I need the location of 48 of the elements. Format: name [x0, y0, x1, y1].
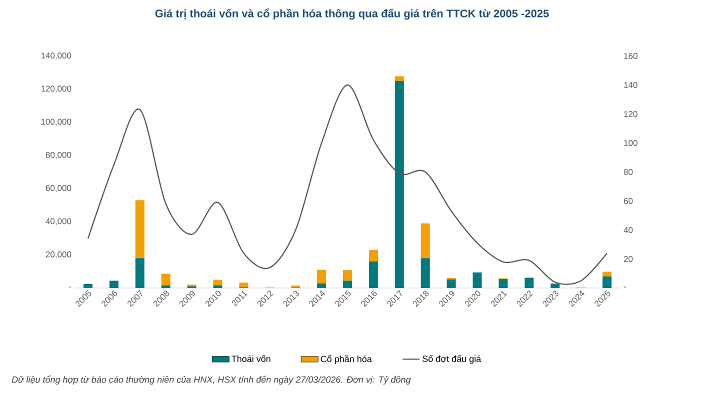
bar	[524, 278, 534, 288]
bar	[317, 270, 326, 284]
y2-tick-label: 140	[624, 82, 638, 88]
y-tick-label: 140,000	[41, 52, 72, 60]
bar	[213, 280, 222, 286]
bar	[343, 280, 352, 288]
chart-title: Giá trị thoái vốn và cổ phần hóa thông qua đấu giá trên TTCK từ 2005 -2025	[155, 8, 549, 20]
bar	[83, 284, 92, 288]
legend-label: Số đợt đấu giá	[422, 355, 482, 364]
bar	[446, 279, 456, 288]
bar	[239, 282, 248, 288]
y2-tick-label: 100	[624, 140, 638, 146]
bar	[394, 76, 404, 81]
y2-tick-label: 120	[624, 110, 638, 117]
y-tick-label: 20,000	[46, 251, 72, 258]
y2-tick-label: 40	[624, 226, 633, 233]
y2-tick-label: 80	[624, 168, 633, 175]
bar	[161, 274, 170, 286]
bar	[420, 258, 430, 288]
bar	[368, 250, 378, 262]
bar	[394, 80, 404, 288]
bar	[602, 276, 612, 288]
y2-tick-label: 160	[624, 52, 638, 59]
y2-tick-label: 60	[624, 198, 633, 204]
bar	[135, 200, 144, 258]
bar	[498, 279, 508, 288]
y-tick-label: 40,000	[46, 218, 72, 226]
bar	[420, 223, 430, 258]
legend-label: Thoái vốn	[232, 355, 270, 362]
bar	[317, 283, 326, 288]
text: Dữ liệu tổng hợp từ báo cáo thường niên của HNX, HSX tính đến ngày 27/03/2026. Đơn vị: Tỷ đồng	[12, 375, 411, 385]
y-tick-label: 80,000	[46, 152, 72, 159]
y-tick-label: 120,000	[41, 86, 72, 93]
y2-tick-label: -	[624, 286, 626, 288]
y2-tick-label: 20	[624, 256, 633, 262]
bar	[368, 261, 378, 288]
bar	[550, 284, 560, 288]
bar	[602, 272, 612, 276]
bar	[161, 285, 170, 288]
bar	[472, 272, 482, 288]
y-tick-label: -	[69, 286, 72, 288]
y-tick-label: 60,000	[46, 185, 72, 192]
bar	[213, 285, 222, 288]
bar	[343, 270, 352, 281]
bar	[135, 258, 144, 288]
bar	[109, 280, 118, 288]
legend-label: Cổ phần hóa	[320, 354, 372, 364]
y-tick-label: 100,000	[41, 118, 72, 126]
